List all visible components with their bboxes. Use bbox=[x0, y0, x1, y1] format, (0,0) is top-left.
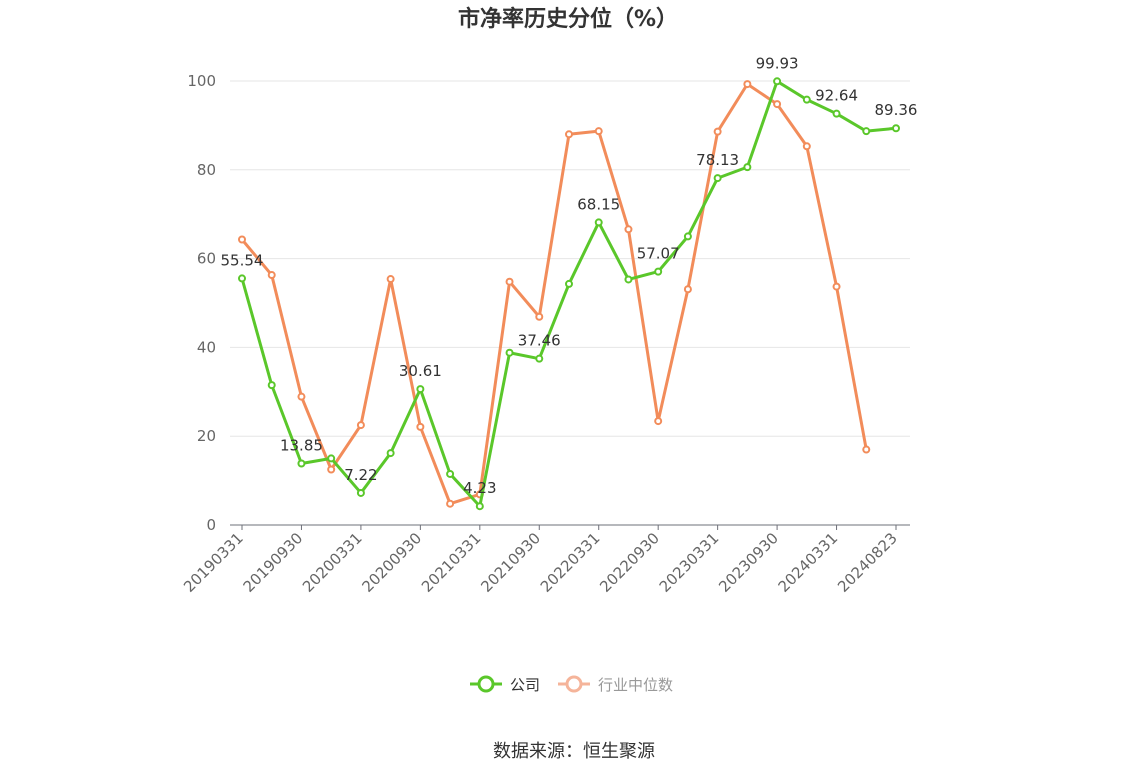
data-label: 37.46 bbox=[518, 332, 561, 350]
x-axis: 2019033120190930202003312020093020210331… bbox=[180, 524, 910, 596]
x-tick-label: 20200930 bbox=[358, 529, 425, 596]
series-industry-median bbox=[238, 80, 871, 508]
legend-circle-icon bbox=[565, 675, 583, 693]
data-point bbox=[327, 465, 336, 474]
data-point bbox=[446, 469, 455, 478]
data-label: 57.07 bbox=[637, 245, 680, 263]
data-point bbox=[297, 459, 306, 468]
data-point bbox=[594, 218, 603, 227]
y-axis: 0 20 40 60 80 100 bbox=[187, 72, 216, 534]
data-label: 30.61 bbox=[399, 362, 442, 380]
data-point bbox=[594, 127, 603, 136]
x-tick-label: 20210930 bbox=[477, 529, 544, 596]
data-point bbox=[862, 127, 871, 136]
data-point bbox=[624, 225, 633, 234]
data-labels: 55.54 13.85 7.22 30.61 4.23 37.46 68.15 57.07 78… bbox=[221, 54, 918, 497]
x-tick-label: 20210331 bbox=[418, 529, 485, 596]
source-note: 数据来源：恒生聚源 bbox=[493, 741, 655, 762]
data-point bbox=[743, 80, 752, 89]
series-line bbox=[240, 79, 897, 508]
grid-lines bbox=[230, 80, 910, 437]
data-point bbox=[802, 142, 811, 151]
chart-title: 市净率历史分位（%） bbox=[458, 6, 678, 32]
x-tick-label: 20220930 bbox=[596, 529, 663, 596]
legend-label: 公司 bbox=[510, 676, 540, 694]
data-label: 13.85 bbox=[280, 437, 323, 455]
data-point bbox=[416, 385, 425, 394]
x-tick-label: 20190930 bbox=[240, 529, 307, 596]
data-point bbox=[683, 232, 692, 241]
x-tick-label: 20230930 bbox=[715, 529, 782, 596]
series-line bbox=[240, 82, 868, 506]
data-point bbox=[238, 274, 246, 283]
y-tick-label: 100 bbox=[187, 72, 216, 90]
data-point bbox=[386, 449, 395, 458]
data-point bbox=[475, 502, 484, 511]
data-label: 92.64 bbox=[815, 87, 858, 105]
x-tick-label: 20240331 bbox=[775, 529, 842, 596]
data-point bbox=[267, 271, 276, 280]
data-point bbox=[683, 285, 692, 294]
data-point bbox=[773, 77, 782, 86]
series-layer bbox=[238, 77, 900, 511]
legend-label: 行业中位数 bbox=[598, 676, 673, 694]
data-label: 4.23 bbox=[463, 479, 496, 497]
data-point bbox=[624, 275, 633, 284]
data-point bbox=[535, 354, 544, 363]
series-company bbox=[238, 77, 900, 511]
legend-item-company: 公司 bbox=[470, 675, 540, 694]
data-point bbox=[356, 421, 365, 430]
data-point bbox=[297, 392, 306, 401]
x-tick-label: 20190331 bbox=[180, 529, 247, 596]
y-tick-label: 40 bbox=[197, 338, 216, 356]
legend-circle-icon bbox=[477, 675, 495, 693]
data-label: 7.22 bbox=[344, 466, 377, 484]
x-tick-label: 20220331 bbox=[537, 529, 604, 596]
data-point bbox=[743, 163, 752, 172]
data-point bbox=[238, 235, 246, 244]
data-point bbox=[505, 277, 514, 286]
data-label: 99.93 bbox=[756, 54, 799, 72]
y-tick-label: 60 bbox=[197, 250, 216, 268]
data-point bbox=[356, 488, 365, 497]
data-point bbox=[386, 275, 395, 284]
data-point bbox=[832, 109, 841, 118]
data-point bbox=[565, 130, 573, 139]
data-point bbox=[327, 454, 336, 463]
x-tick-label: 20200331 bbox=[299, 529, 366, 596]
data-point bbox=[535, 312, 544, 321]
x-tick-label: 20230331 bbox=[656, 529, 723, 596]
legend: 公司 行业中位数 bbox=[470, 675, 673, 694]
data-label: 89.36 bbox=[875, 101, 918, 119]
data-label: 78.13 bbox=[696, 151, 739, 169]
y-tick-label: 20 bbox=[197, 427, 216, 445]
data-point bbox=[713, 127, 722, 136]
legend-item-industry-median: 行业中位数 bbox=[558, 675, 673, 694]
data-point bbox=[713, 174, 722, 183]
data-point bbox=[832, 282, 841, 291]
data-point bbox=[565, 279, 573, 288]
data-point bbox=[892, 124, 900, 133]
data-point bbox=[446, 499, 455, 508]
data-point bbox=[802, 95, 811, 104]
data-point bbox=[267, 381, 276, 390]
data-point bbox=[773, 100, 782, 109]
data-label: 68.15 bbox=[577, 195, 620, 213]
y-tick-label: 80 bbox=[197, 161, 216, 179]
y-tick-label: 0 bbox=[206, 516, 216, 534]
data-point bbox=[862, 445, 871, 454]
data-label: 55.54 bbox=[221, 251, 264, 269]
data-point bbox=[654, 417, 663, 426]
data-point bbox=[505, 348, 514, 357]
data-point bbox=[654, 267, 663, 276]
x-tick-label: 20240823 bbox=[834, 529, 901, 596]
data-point bbox=[416, 422, 425, 431]
